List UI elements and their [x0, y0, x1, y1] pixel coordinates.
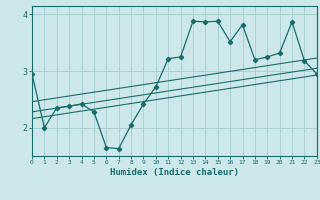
X-axis label: Humidex (Indice chaleur): Humidex (Indice chaleur) — [110, 168, 239, 177]
